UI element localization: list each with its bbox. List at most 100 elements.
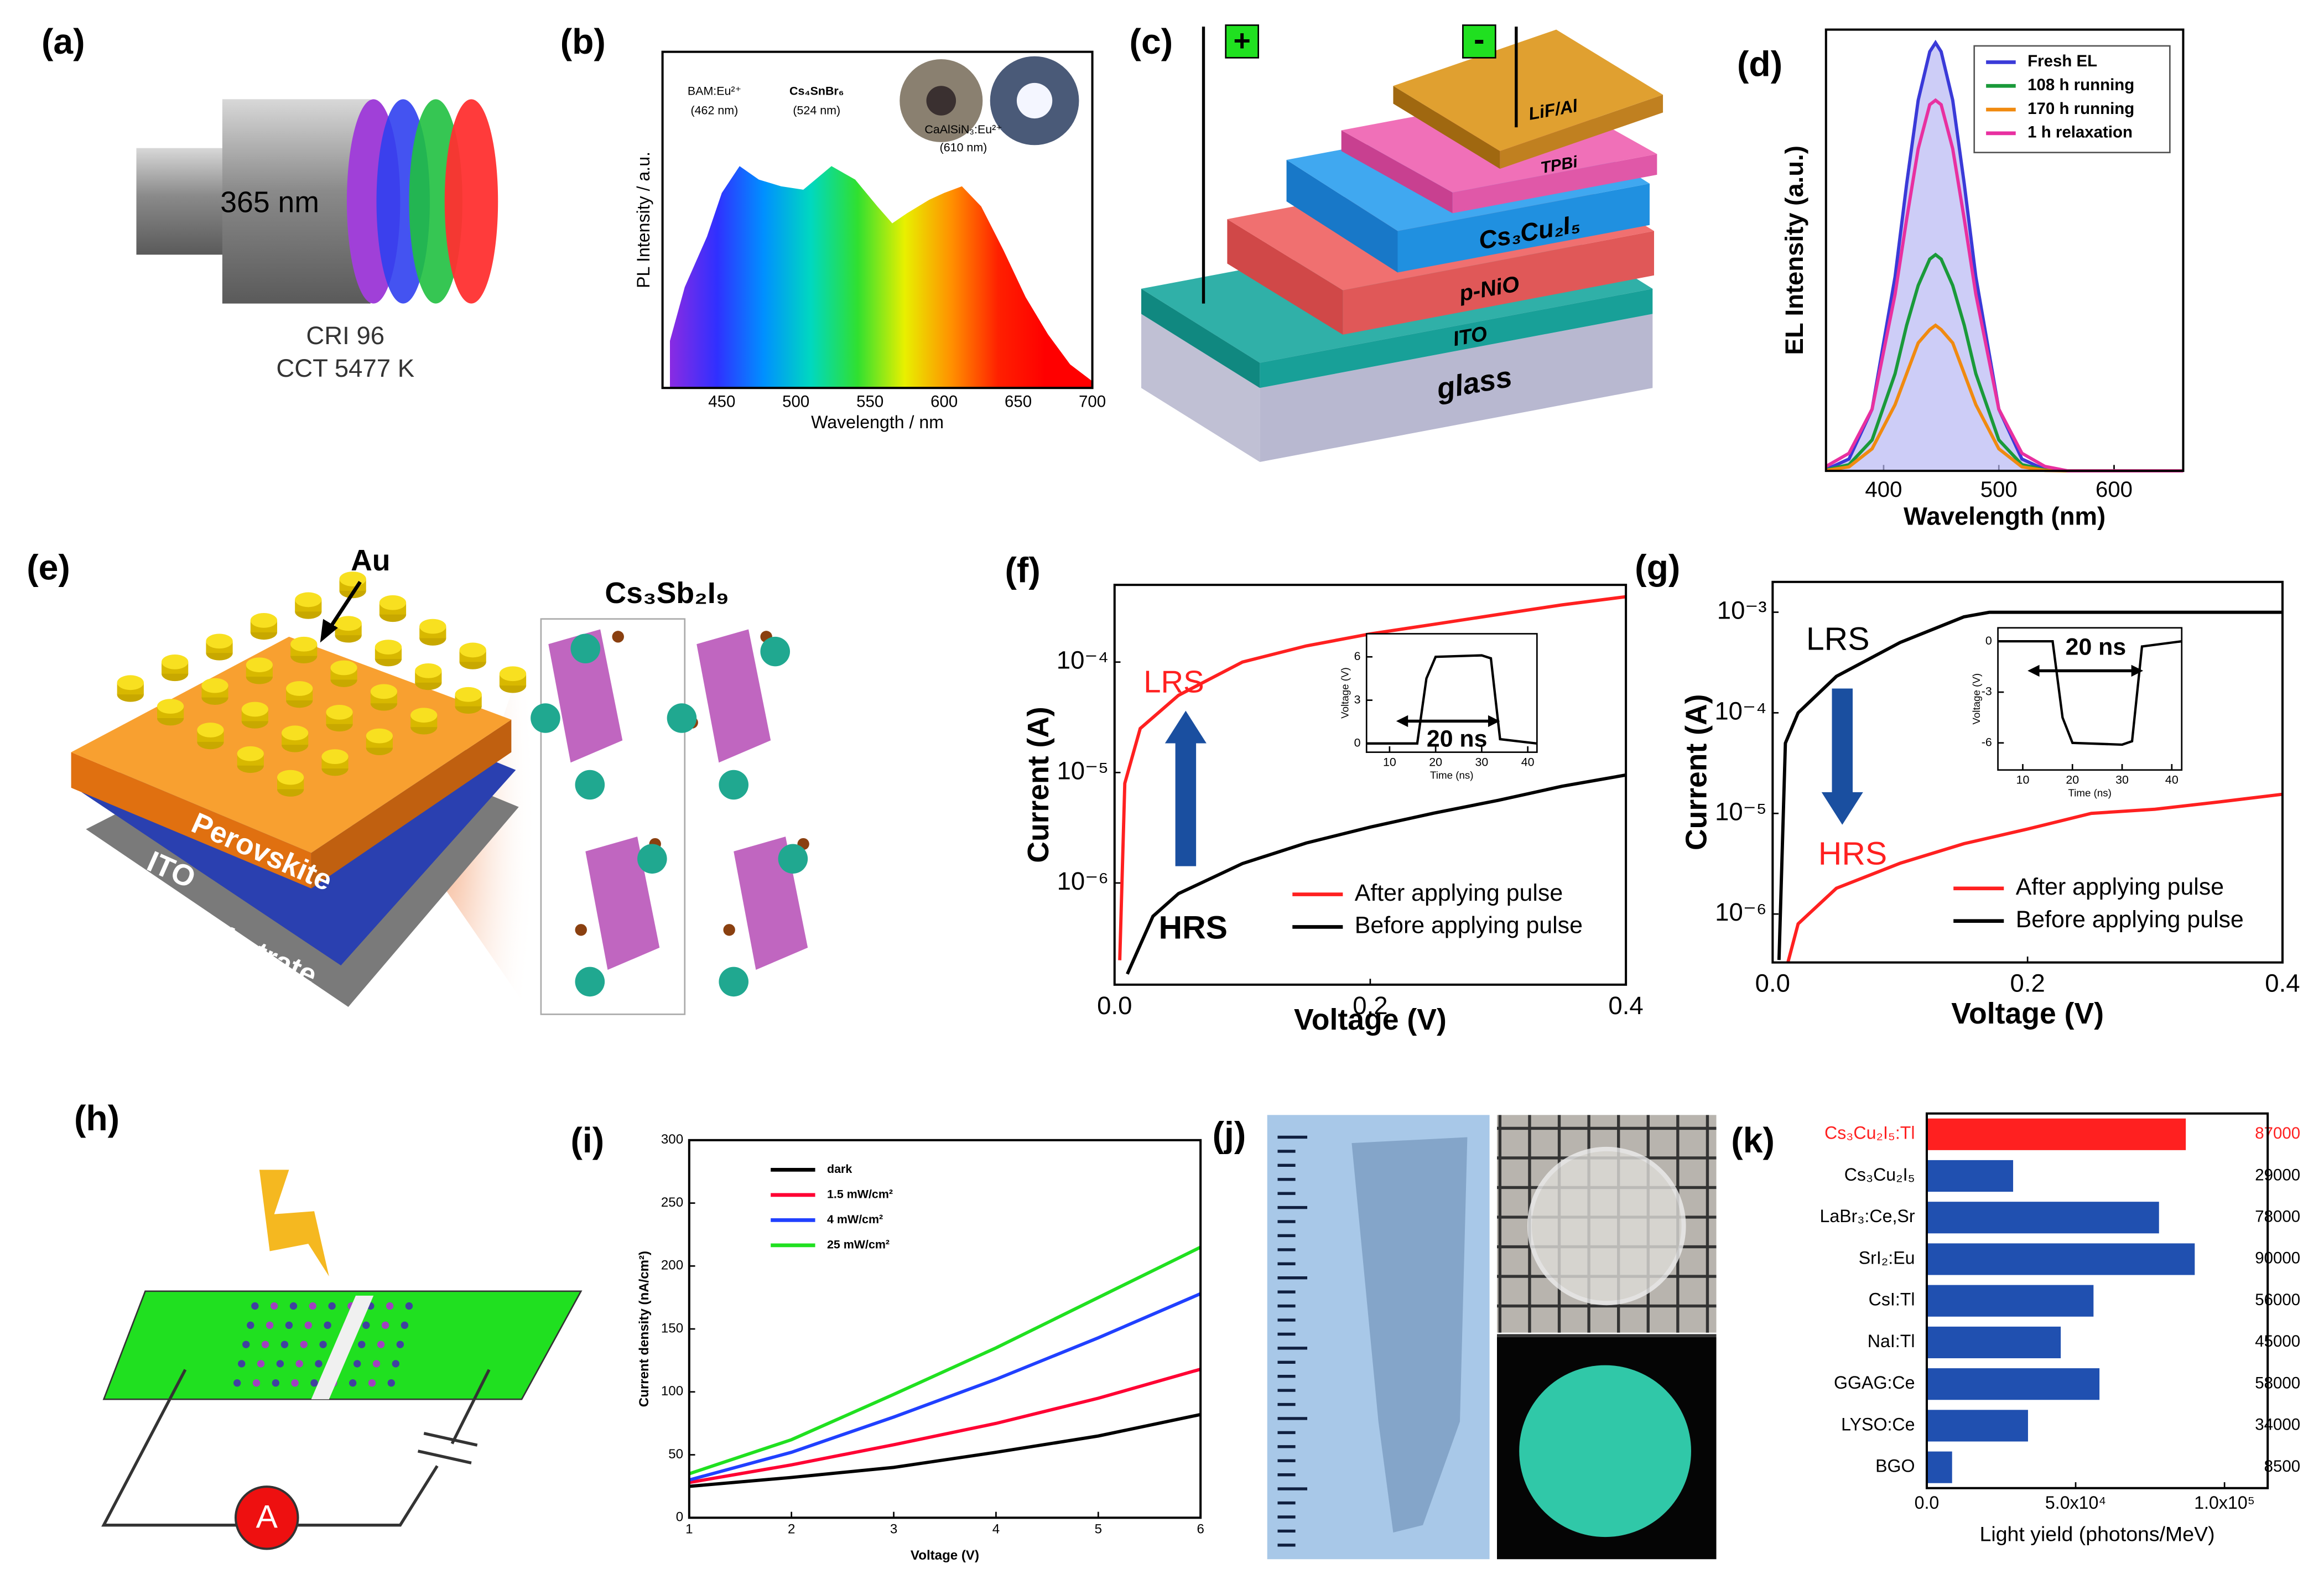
legend-label: dark: [827, 1162, 852, 1176]
atom: [242, 1341, 250, 1348]
perovskite-side: [311, 719, 512, 889]
octahedron: [585, 837, 660, 970]
y-tick-label: 3: [1354, 693, 1361, 706]
line: [1366, 654, 1537, 745]
line: [1786, 792, 2283, 963]
au-pad: [206, 633, 233, 649]
large-cylinder: [222, 99, 371, 304]
x-tick-label: 1: [685, 1521, 693, 1536]
atom: [285, 1321, 293, 1329]
x-tick-label: 3: [890, 1521, 897, 1536]
crystal-photos: [1267, 1115, 1717, 1560]
au-pad: [370, 684, 398, 699]
category-label: GGAG:Ce: [1834, 1373, 1915, 1393]
atom: [257, 1360, 265, 1368]
panel-label: (e): [27, 547, 70, 587]
y-axis-label: Voltage (V): [1971, 673, 1982, 725]
crack: [311, 1295, 374, 1400]
atom: [396, 1341, 404, 1348]
atom: [276, 1360, 284, 1368]
panel-label: (i): [570, 1120, 604, 1160]
x-tick-label: 2: [788, 1521, 795, 1536]
photodetector-diagram: A: [101, 1170, 583, 1550]
x-tick-label: 10: [2016, 773, 2030, 787]
terminal: [1225, 24, 1259, 59]
atom: [324, 1321, 331, 1329]
atom: [319, 1341, 327, 1348]
atom: [252, 1379, 261, 1387]
y-tick-label: 10⁻⁶: [1715, 898, 1766, 926]
bar: [1926, 1326, 2061, 1359]
panel-label: (k): [1731, 1120, 1775, 1160]
panel-label: (j): [1213, 1114, 1246, 1154]
y-tick-label: 0: [1985, 634, 1992, 647]
layer-side: [1452, 154, 1657, 214]
atom: [392, 1360, 400, 1368]
atom: [368, 1379, 376, 1387]
au-pad: [419, 619, 446, 634]
panel-label: (c): [1130, 22, 1173, 61]
x-axis-label: Voltage (V): [1951, 998, 2104, 1030]
x-tick-label: 550: [856, 393, 883, 411]
crystal-structure: [531, 629, 809, 997]
plot-frame: [1771, 580, 2284, 964]
x-tick-label: 0.0: [1097, 991, 1132, 1020]
atom: [266, 1321, 274, 1329]
x-axis-label: Wavelength (nm): [1904, 502, 2105, 531]
perovskite-side: [71, 752, 311, 889]
arrow-head: [1488, 715, 1500, 728]
y-tick-label: 10⁻⁴: [1714, 697, 1766, 725]
atom: [295, 1360, 303, 1368]
bar: [1926, 1160, 2014, 1192]
photo: [1016, 82, 1053, 119]
inset-background: [1998, 627, 2182, 770]
atom: [387, 1379, 396, 1387]
y-axis-label: Voltage (V): [1339, 667, 1351, 719]
atom: [315, 1360, 323, 1368]
legend-label: 108 h running: [2027, 76, 2134, 94]
crystal-pattern: [233, 1295, 413, 1400]
device-stack: [1141, 29, 1663, 463]
legend-label: Fresh EL: [2027, 52, 2097, 70]
x-tick-label: 0.2: [2010, 969, 2045, 998]
panel-label: (b): [560, 22, 606, 61]
layer-top: [1393, 29, 1663, 151]
inset-background: [1366, 633, 1537, 752]
x-tick-label: 650: [1005, 393, 1032, 411]
memristor-diagram: Perovskite ITO Glass substrate Au Cs₃Sb₂…: [71, 544, 809, 1022]
layer-side: [1341, 130, 1453, 214]
au-pad: [375, 640, 402, 654]
label: CRI 96: [306, 321, 384, 350]
atom: [377, 1341, 385, 1348]
au-pad: [335, 616, 362, 631]
plot-frame: [1113, 584, 1628, 986]
panel-label: (a): [41, 22, 85, 61]
au-pad: [241, 702, 268, 717]
x-tick-label: 4: [992, 1521, 1000, 1536]
plot-frame: [1824, 28, 2185, 472]
x-tick-label: 700: [1079, 393, 1106, 411]
au-pad: [290, 636, 318, 652]
label: +: [1234, 25, 1251, 58]
x-axis-label: Time (ns): [2068, 787, 2111, 799]
au-pad: [295, 592, 322, 607]
x-tick-label: 500: [782, 393, 809, 411]
filter-disc: [444, 99, 498, 304]
y-tick-label: 10⁻⁴: [1057, 646, 1109, 674]
atom: [261, 1341, 269, 1348]
y-axis-label: Current density (nA/cm²): [637, 1251, 652, 1407]
line: [689, 1292, 1202, 1482]
atom: [358, 1341, 366, 1348]
atom: [251, 1302, 259, 1310]
uv-led-diagram: 365 nm CRI 96 CCT 5477 K: [136, 99, 498, 382]
annotation: 20 ns: [2066, 634, 2127, 661]
x-tick-label: 450: [708, 393, 735, 411]
au-pad: [246, 657, 273, 673]
atom: [362, 1321, 370, 1329]
y-tick-label: 10⁻⁵: [1715, 797, 1767, 825]
atom: [289, 1302, 298, 1310]
atom: [386, 1302, 394, 1310]
y-tick-label: -6: [1982, 735, 1992, 749]
terminal: [1462, 24, 1496, 59]
